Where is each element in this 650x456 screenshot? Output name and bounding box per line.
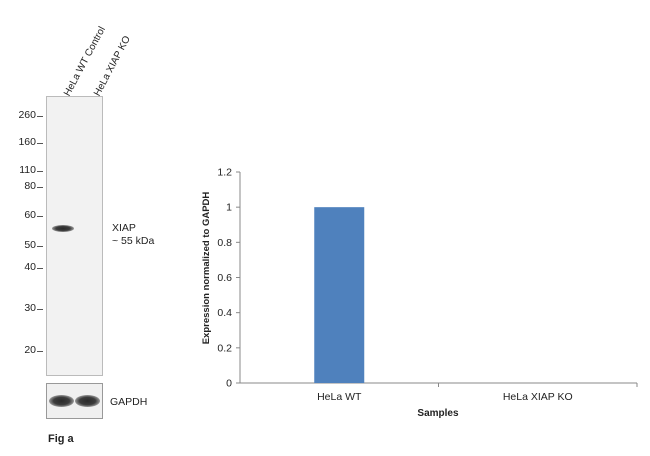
mw-marker: 40: [24, 261, 36, 273]
mw-tick: [37, 216, 43, 217]
gapdh-band: [49, 395, 74, 407]
gapdh-band: [75, 395, 100, 407]
bar: [314, 207, 365, 383]
x-tick-label: HeLa WT: [317, 391, 362, 403]
mw-marker: 260: [18, 109, 36, 121]
figure-label: Fig a: [48, 433, 74, 445]
mw-marker: 110: [19, 164, 36, 176]
mw-tick: [37, 268, 43, 269]
blot-membrane: [46, 96, 103, 376]
y-tick-label: 1.2: [217, 167, 232, 179]
mw-marker: 20: [24, 344, 36, 356]
mw-marker: 60: [24, 209, 36, 221]
xiap-band: [52, 225, 74, 232]
mw-tick: [37, 143, 43, 144]
y-tick-label: 1: [226, 202, 232, 214]
mw-tick: [37, 171, 43, 172]
mw-tick: [37, 246, 43, 247]
target-label: XIAP: [112, 222, 136, 234]
y-tick-label: 0.8: [217, 237, 232, 249]
y-tick-label: 0.4: [217, 307, 232, 319]
loading-control-label: GAPDH: [110, 396, 148, 408]
y-tick-label: 0: [226, 378, 232, 390]
mw-marker: 80: [24, 180, 36, 192]
y-tick-label: 0.2: [217, 342, 232, 354]
mw-tick: [37, 351, 43, 352]
mw-marker: 50: [24, 239, 36, 251]
mw-tick: [37, 116, 43, 117]
target-size-label: ~ 55 kDa: [112, 235, 155, 247]
x-axis-label: Samples: [417, 408, 459, 419]
y-tick-label: 0.6: [217, 272, 232, 284]
mw-marker: 30: [24, 302, 36, 314]
gapdh-blot: [46, 383, 103, 419]
x-tick-label: HeLa XIAP KO: [503, 391, 573, 403]
mw-tick: [37, 309, 43, 310]
mw-tick: [37, 187, 43, 188]
mw-marker: 160: [18, 136, 36, 148]
y-axis-label: Expression normalized to GAPDH: [201, 192, 212, 345]
